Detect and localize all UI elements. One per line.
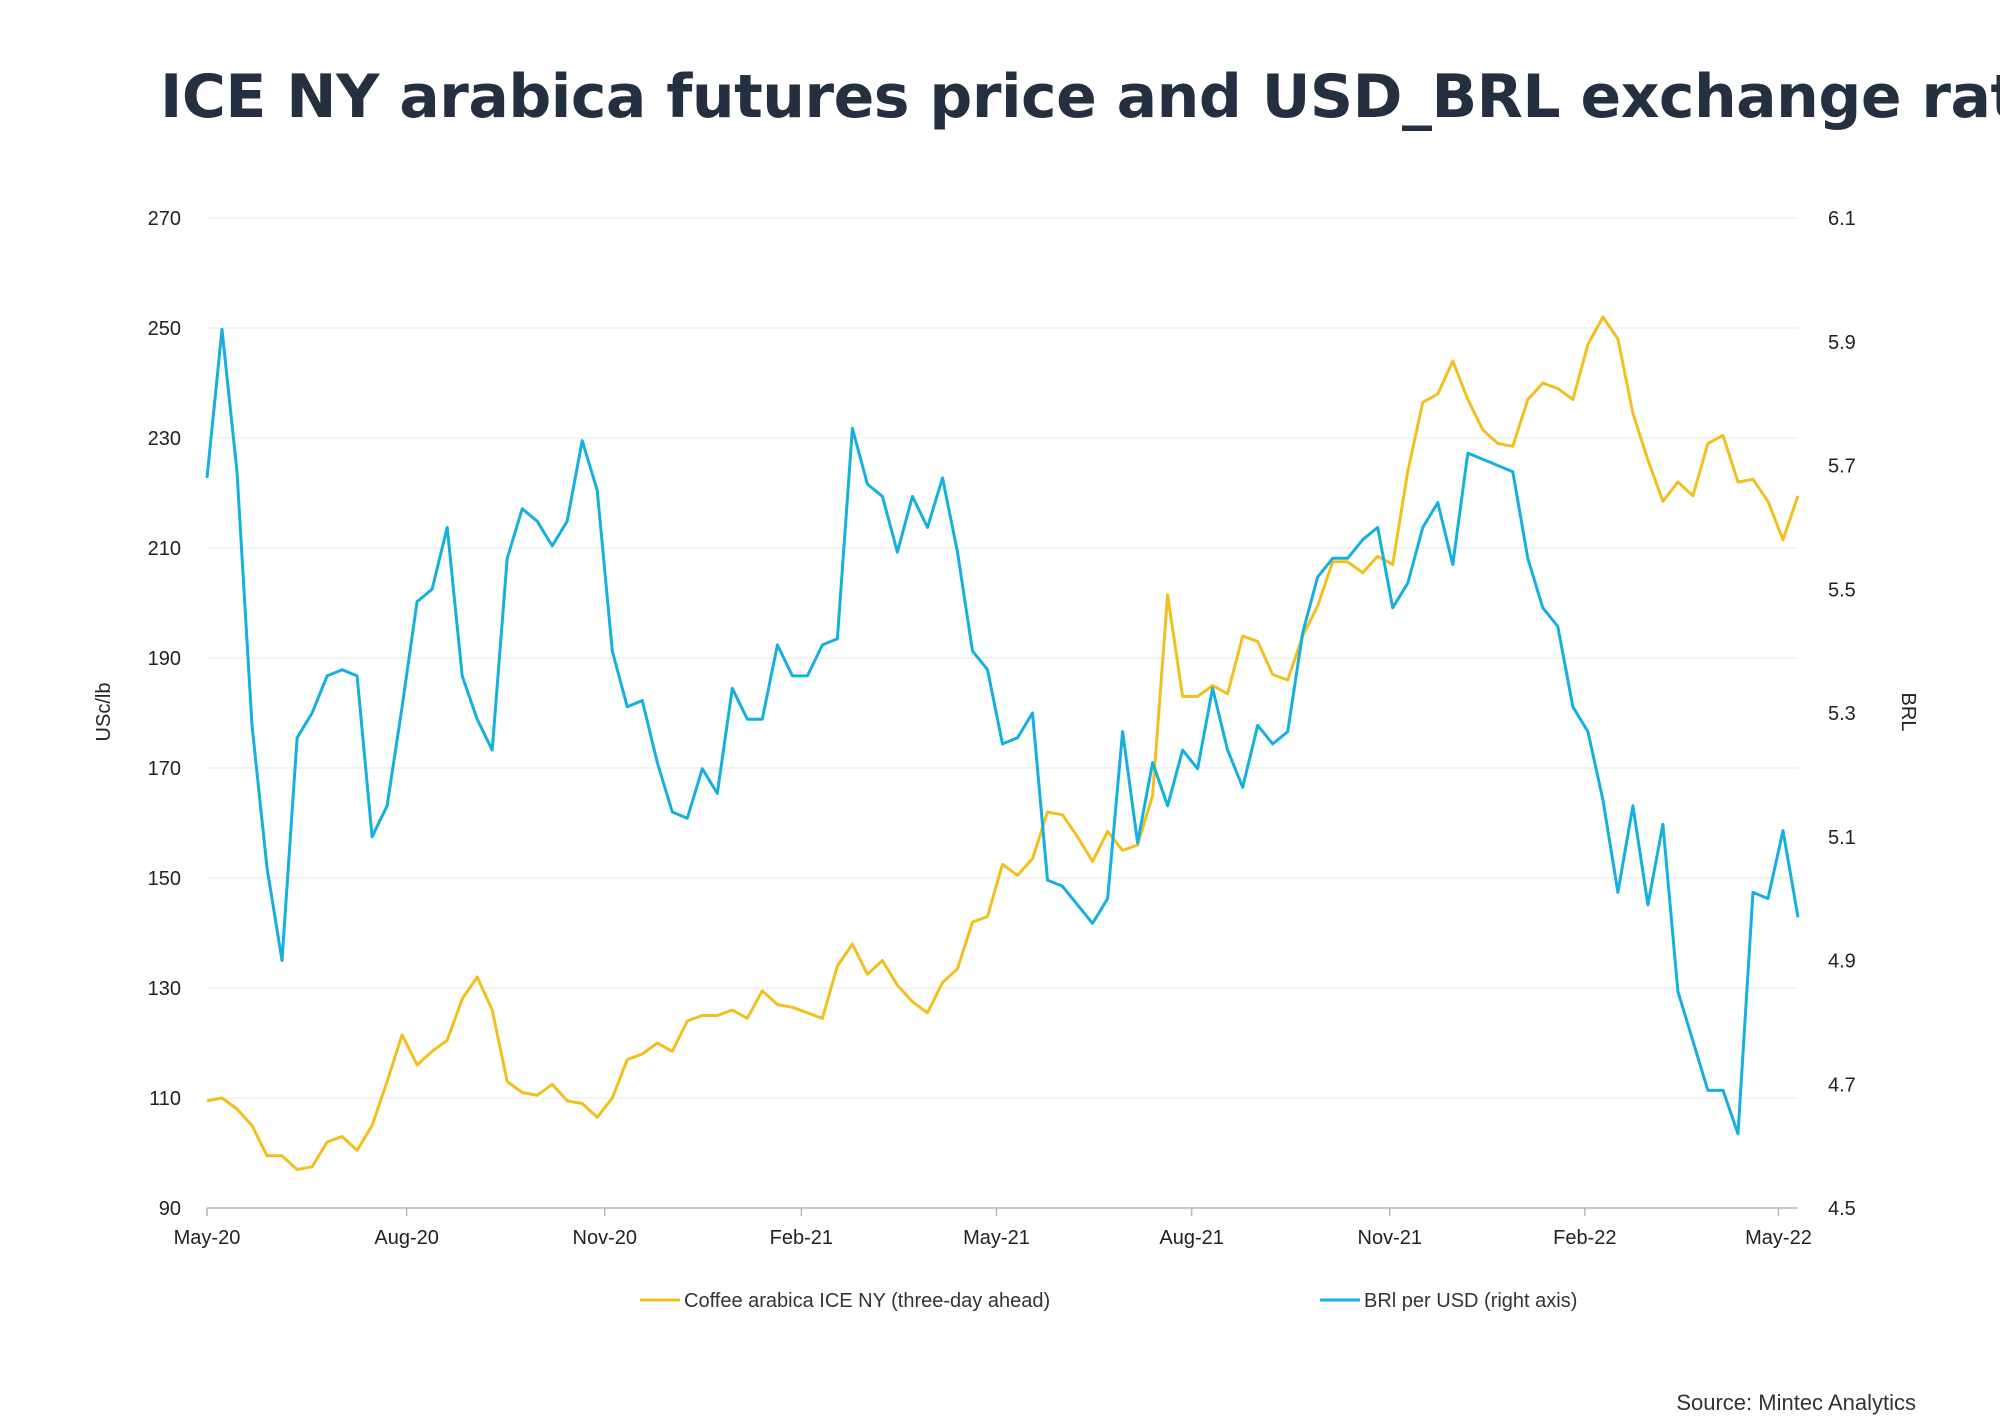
right-axis-ticks: 4.5 4.7 4.9 5.1 5.3 5.5 5.7 5.9 6.1 bbox=[1828, 208, 1856, 1220]
x-tick-label: Aug-21 bbox=[1159, 1227, 1224, 1249]
right-axis-label: BRL bbox=[1897, 693, 1919, 732]
left-tick-label: 170 bbox=[148, 758, 181, 780]
right-tick-label: 5.5 bbox=[1828, 579, 1856, 601]
left-tick-label: 230 bbox=[148, 428, 181, 450]
gridlines bbox=[207, 217, 1798, 1209]
series-lines bbox=[205, 315, 1800, 1171]
x-tick-label: Nov-20 bbox=[573, 1227, 637, 1249]
left-tick-label: 250 bbox=[148, 318, 181, 340]
legend-label-coffee: Coffee arabica ICE NY (three-day ahead) bbox=[684, 1290, 1050, 1312]
left-tick-label: 130 bbox=[148, 978, 181, 1000]
left-tick-label: 270 bbox=[148, 208, 181, 230]
right-tick-label: 5.7 bbox=[1828, 456, 1856, 478]
source-note: Source: Mintec Analytics bbox=[1676, 1390, 1916, 1415]
x-tick-label: Aug-20 bbox=[374, 1227, 439, 1249]
legend-label-brl: BRl per USD (right axis) bbox=[1364, 1290, 1577, 1312]
x-tick-label: May-20 bbox=[174, 1227, 241, 1249]
right-tick-label: 5.3 bbox=[1828, 703, 1856, 725]
right-tick-label: 4.9 bbox=[1828, 951, 1856, 973]
x-tick-label: Feb-22 bbox=[1553, 1227, 1616, 1249]
left-tick-label: 90 bbox=[159, 1198, 181, 1220]
left-axis-label: USc/lb bbox=[93, 683, 115, 742]
series-line-brl-per-usd bbox=[205, 327, 1800, 1136]
left-tick-label: 110 bbox=[149, 1088, 181, 1110]
left-tick-label: 150 bbox=[148, 868, 181, 890]
right-tick-label: 4.5 bbox=[1828, 1198, 1856, 1220]
x-tick-label: May-22 bbox=[1745, 1227, 1812, 1249]
left-tick-label: 210 bbox=[148, 538, 181, 560]
series-line-coffee-arabica bbox=[206, 315, 1800, 1171]
right-tick-label: 5.1 bbox=[1828, 827, 1856, 849]
right-tick-label: 5.9 bbox=[1828, 332, 1856, 354]
left-tick-label: 190 bbox=[148, 648, 181, 670]
right-tick-label: 4.7 bbox=[1828, 1074, 1856, 1096]
x-tick-label: Nov-21 bbox=[1358, 1227, 1422, 1249]
x-tick-label: Feb-21 bbox=[770, 1227, 833, 1249]
x-tick-label: May-21 bbox=[963, 1227, 1030, 1249]
legend: Coffee arabica ICE NY (three-day ahead) … bbox=[640, 1290, 1577, 1312]
left-axis-ticks: 90 110 130 150 170 190 210 230 250 270 bbox=[148, 208, 181, 1220]
right-tick-label: 6.1 bbox=[1828, 208, 1856, 230]
chart-title: ICE NY arabica futures price and USD_BRL… bbox=[160, 62, 2000, 132]
x-axis-ticks: May-20 Aug-20 Nov-20 Feb-21 May-21 Aug-21 Nov-… bbox=[174, 1208, 1812, 1249]
